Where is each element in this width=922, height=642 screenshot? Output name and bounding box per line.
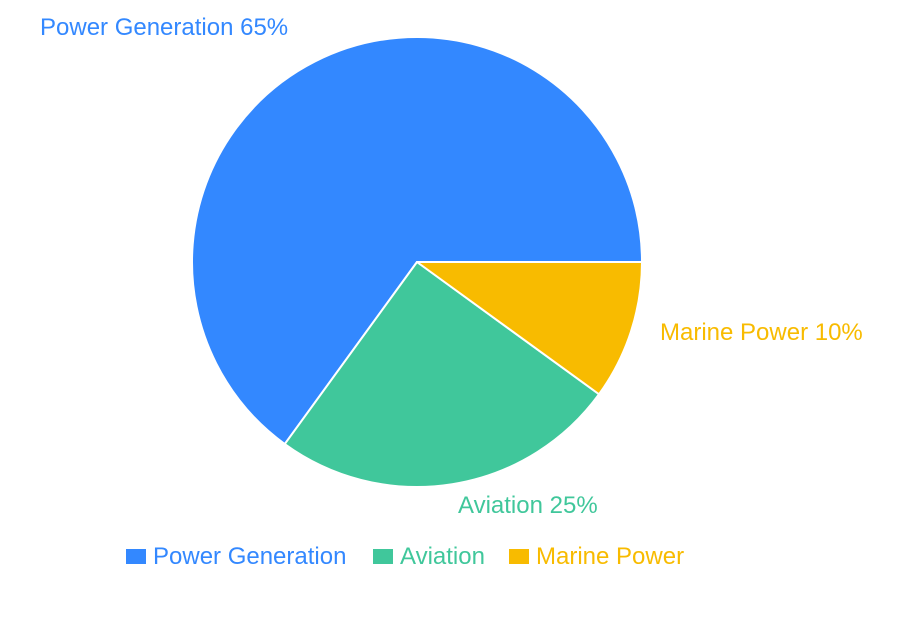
legend-swatch-marine-power — [509, 549, 529, 564]
legend-swatch-aviation — [373, 549, 393, 564]
legend-item-marine-power[interactable]: Marine Power — [509, 543, 684, 570]
legend: Power Generation Aviation Marine Power — [126, 543, 684, 570]
pie-labels: Power Generation 65% Aviation 25% Marine… — [40, 14, 863, 519]
legend-label-aviation: Aviation — [400, 543, 485, 570]
legend-swatch-power-generation — [126, 549, 146, 564]
pie-slice-aviation[interactable] — [283, 261, 601, 488]
pie-slice-marine-power[interactable] — [416, 261, 643, 396]
legend-item-power-generation[interactable]: Power Generation — [126, 543, 346, 570]
legend-item-aviation[interactable]: Aviation — [373, 543, 485, 570]
legend-label-marine-power: Marine Power — [536, 543, 684, 570]
legend-label-power-generation: Power Generation — [153, 543, 346, 570]
pie-slices — [191, 36, 643, 488]
slice-label-marine-power: Marine Power 10% — [660, 319, 863, 346]
slice-label-aviation: Aviation 25% — [458, 492, 598, 519]
slice-label-power-generation: Power Generation 65% — [40, 14, 288, 41]
pie-slice-power-generation[interactable] — [191, 36, 643, 446]
